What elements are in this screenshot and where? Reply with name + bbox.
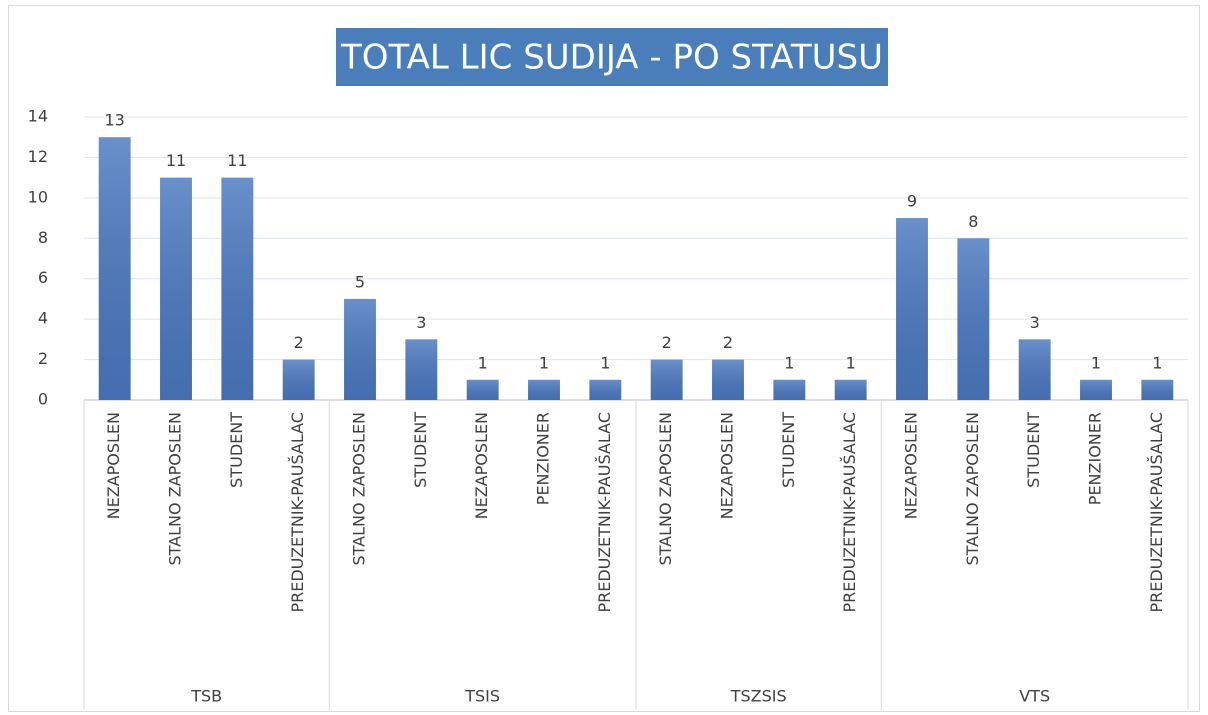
bar-shade [1080, 379, 1112, 400]
chart-title: TOTAL LIC SUDIJA - PO STATUSU [340, 38, 883, 78]
data-label: 13 [104, 111, 124, 130]
y-tick-label: 6 [38, 268, 48, 287]
x-tick-label: STALNO ZAPOSLEN [166, 412, 185, 566]
y-tick-label: 0 [38, 390, 48, 409]
x-tick-label: STALNO ZAPOSLEN [656, 412, 675, 566]
x-tick-label: PREDUZETNIK-PAUŠALAC [840, 412, 859, 613]
group-label: VTS [1019, 687, 1050, 706]
data-label: 3 [1030, 313, 1040, 332]
bar-shade [896, 218, 928, 400]
x-tick-label: NEZAPOSLEN [902, 412, 921, 519]
data-label: 2 [723, 333, 733, 352]
data-label: 11 [166, 151, 186, 170]
y-tick-label: 12 [28, 147, 48, 166]
data-label: 1 [600, 353, 610, 372]
x-tick-label: STUDENT [227, 412, 246, 488]
data-label: 1 [1152, 353, 1162, 372]
data-label: 1 [478, 353, 488, 372]
group-label: TSIS [464, 687, 500, 706]
bar-shade [773, 379, 806, 400]
data-label: 1 [1091, 353, 1101, 372]
data-label: 11 [227, 151, 247, 170]
x-tick-label: STALNO ZAPOSLEN [963, 412, 982, 566]
bar-shade [466, 379, 499, 400]
bar-shade [98, 137, 131, 400]
y-tick-label: 4 [38, 309, 48, 328]
data-label: 3 [416, 313, 426, 332]
bar-shade [160, 177, 192, 400]
data-label: 2 [294, 333, 304, 352]
bar-shade [282, 359, 315, 400]
x-tick-label: STUDENT [1024, 412, 1043, 488]
bar-shade [405, 339, 438, 400]
x-tick-label: NEZAPOSLEN [718, 412, 737, 519]
x-tick-label: STUDENT [779, 412, 798, 488]
group-label: TSB [190, 687, 222, 706]
bar-shade [650, 359, 683, 400]
x-tick-label: PENZIONER [534, 412, 553, 505]
bar-shade [834, 379, 867, 400]
bar-shade [528, 379, 560, 400]
x-tick-label: STALNO ZAPOSLEN [350, 412, 369, 566]
title-box [336, 28, 888, 86]
chart-border [8, 5, 1200, 712]
bar-shade [589, 379, 622, 400]
x-tick-label: PREDUZETNIK-PAUŠALAC [288, 412, 307, 613]
x-tick-label: NEZAPOSLEN [472, 412, 491, 519]
data-label: 2 [662, 333, 672, 352]
y-tick-label: 14 [28, 107, 48, 126]
group-label: TSZSIS [730, 687, 787, 706]
y-tick-label: 2 [38, 349, 48, 368]
x-tick-label: PREDUZETNIK-PAUŠALAC [595, 412, 614, 613]
data-label: 8 [968, 212, 978, 231]
data-label: 1 [846, 353, 856, 372]
data-label: 1 [539, 353, 549, 372]
x-tick-label: PENZIONER [1086, 412, 1105, 505]
x-tick-label: NEZAPOSLEN [104, 412, 123, 519]
data-label: 9 [907, 192, 917, 211]
bar-shade [957, 238, 990, 400]
bar-shade [344, 298, 376, 400]
data-label: 1 [784, 353, 794, 372]
bar-shade [1141, 379, 1174, 400]
y-tick-label: 10 [28, 187, 48, 206]
x-tick-label: PREDUZETNIK-PAUŠALAC [1147, 412, 1166, 613]
bar-shade [1018, 339, 1051, 400]
bar-shade [221, 177, 254, 400]
bar-shade [712, 359, 744, 400]
data-label: 5 [355, 272, 365, 291]
y-tick-label: 8 [38, 228, 48, 247]
x-tick-label: STUDENT [411, 412, 430, 488]
